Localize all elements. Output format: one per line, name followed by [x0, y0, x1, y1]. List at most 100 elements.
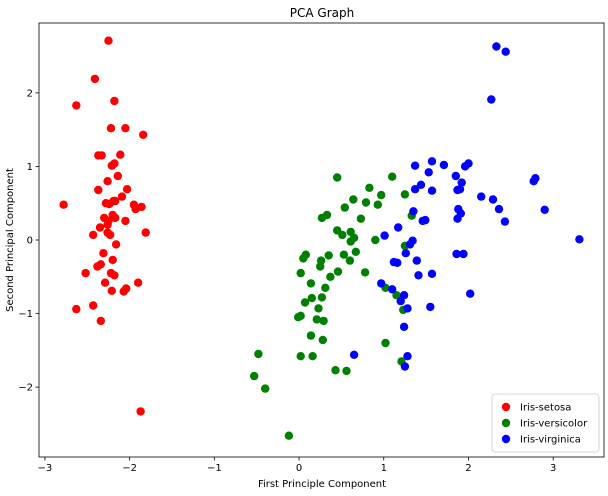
point-iris-versicolor — [333, 173, 342, 182]
point-iris-setosa — [116, 150, 125, 159]
point-iris-virginica — [464, 159, 473, 168]
point-iris-virginica — [403, 352, 412, 361]
point-iris-versicolor — [371, 235, 380, 245]
axes-layer: −3 −2 −1 0 1 2 3 −2 −1 0 1 2 — [18, 88, 556, 474]
point-iris-setosa — [107, 286, 117, 295]
point-iris-versicolor — [392, 291, 401, 300]
point-iris-virginica — [459, 249, 468, 259]
point-iris-versicolor — [377, 190, 386, 200]
point-iris-virginica — [396, 296, 405, 306]
point-iris-virginica — [500, 217, 510, 226]
point-iris-virginica — [403, 304, 412, 313]
point-iris-setosa — [110, 96, 119, 106]
point-iris-versicolor — [356, 214, 366, 223]
point-iris-virginica — [401, 249, 410, 258]
point-iris-virginica — [455, 185, 465, 194]
point-iris-setosa — [89, 230, 98, 240]
point-iris-setosa — [59, 200, 68, 209]
point-iris-virginica — [424, 168, 433, 177]
point-iris-versicolor — [365, 183, 374, 192]
point-iris-versicolor — [308, 352, 317, 361]
point-iris-versicolor — [314, 304, 323, 313]
point-iris-virginica — [466, 289, 475, 298]
point-iris-virginica — [414, 271, 423, 280]
legend-box — [491, 393, 600, 453]
point-iris-virginica — [492, 42, 501, 51]
point-iris-setosa — [94, 185, 103, 195]
series-iris-virginica — [349, 42, 584, 371]
point-iris-setosa — [107, 161, 117, 170]
point-iris-virginica — [399, 322, 409, 331]
point-iris-versicolor — [250, 371, 259, 381]
point-iris-versicolor — [326, 272, 335, 281]
point-iris-setosa — [113, 171, 123, 181]
point-iris-virginica — [501, 47, 510, 56]
point-iris-setosa — [94, 151, 103, 160]
point-iris-virginica — [488, 195, 498, 204]
x-tick-label: 1 — [381, 463, 387, 474]
point-iris-versicolor — [400, 190, 410, 199]
point-iris-virginica — [409, 207, 418, 216]
point-iris-setosa — [106, 230, 115, 240]
point-iris-virginica — [427, 186, 437, 195]
legend-marker-iris-virginica — [501, 434, 511, 444]
point-iris-versicolor — [254, 349, 263, 359]
point-iris-virginica — [416, 180, 426, 189]
point-iris-setosa — [99, 249, 108, 258]
point-iris-setosa — [72, 101, 81, 110]
point-iris-versicolor — [373, 200, 382, 209]
chart-title: PCA Graph — [290, 6, 354, 20]
point-iris-versicolor — [321, 283, 330, 292]
point-iris-versicolor — [296, 352, 305, 361]
point-iris-versicolor — [300, 298, 310, 307]
point-iris-setosa — [133, 278, 143, 287]
point-iris-versicolor — [388, 172, 397, 181]
point-iris-virginica — [421, 215, 430, 225]
y-axis-title: Second Principal Component — [5, 168, 16, 312]
x-tick-label: 3 — [550, 463, 556, 474]
point-iris-virginica — [388, 285, 397, 294]
x-tick-label: −1 — [207, 463, 222, 474]
x-tick-label: 0 — [296, 463, 302, 474]
point-iris-virginica — [410, 185, 420, 194]
point-iris-virginica — [349, 350, 359, 359]
point-iris-setosa — [139, 130, 148, 139]
point-iris-virginica — [380, 231, 389, 240]
point-iris-versicolor — [284, 431, 294, 440]
plot-border — [38, 22, 605, 458]
series-iris-setosa — [59, 36, 150, 416]
x-axis-title: First Principle Component — [258, 479, 386, 490]
point-iris-setosa — [121, 124, 130, 133]
point-iris-setosa — [106, 124, 116, 133]
point-iris-setosa — [111, 213, 120, 223]
point-iris-versicolor — [351, 247, 360, 256]
point-iris-versicolor — [319, 316, 328, 326]
point-iris-virginica — [426, 302, 435, 312]
point-iris-virginica — [410, 161, 420, 170]
point-iris-setosa — [90, 74, 100, 84]
legend-marker-iris-setosa — [501, 402, 511, 412]
point-iris-setosa — [111, 196, 120, 206]
point-iris-versicolor — [360, 268, 370, 277]
point-iris-setosa — [136, 407, 145, 416]
point-iris-versicolor — [317, 293, 327, 302]
point-iris-virginica — [377, 279, 386, 288]
y-tick-label: 1 — [27, 162, 33, 173]
x-tick-label: −3 — [38, 463, 53, 474]
point-iris-setosa — [103, 177, 112, 186]
point-iris-versicolor — [331, 366, 340, 375]
point-iris-setosa — [103, 220, 112, 229]
point-iris-virginica — [453, 214, 462, 223]
point-iris-virginica — [487, 95, 496, 104]
point-iris-versicolor — [307, 293, 316, 303]
point-iris-setosa — [108, 255, 117, 265]
point-iris-setosa — [72, 304, 81, 314]
point-iris-virginica — [405, 240, 415, 249]
x-tick-label: −2 — [122, 463, 137, 474]
point-iris-versicolor — [306, 331, 316, 340]
point-iris-virginica — [451, 171, 460, 181]
point-iris-setosa — [119, 287, 128, 296]
point-iris-setosa — [104, 36, 113, 45]
point-iris-setosa — [111, 240, 121, 249]
